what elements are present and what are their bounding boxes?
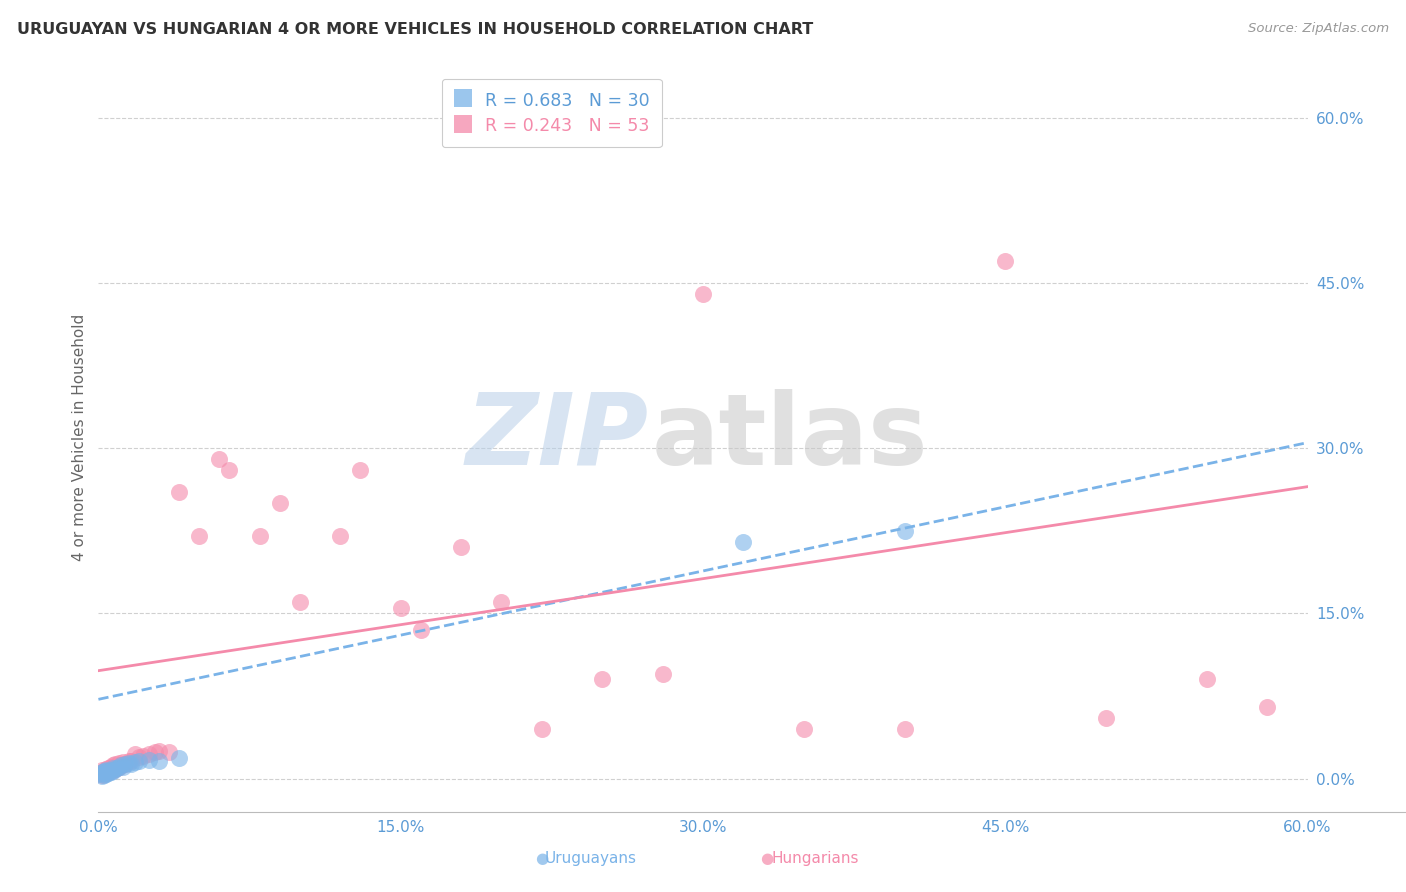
Text: ●: ● <box>534 851 548 865</box>
Text: ●: ● <box>759 851 773 865</box>
Point <box>107 759 129 773</box>
Point <box>1195 673 1218 687</box>
Point <box>101 763 124 777</box>
Point <box>329 529 352 543</box>
Text: ZIP: ZIP <box>465 389 648 485</box>
Point <box>89 766 111 780</box>
Point <box>96 767 118 781</box>
Point <box>167 750 190 764</box>
Point <box>96 762 118 776</box>
Point <box>100 765 122 780</box>
Point <box>1095 711 1118 725</box>
Text: URUGUAYAN VS HUNGARIAN 4 OR MORE VEHICLES IN HOUSEHOLD CORRELATION CHART: URUGUAYAN VS HUNGARIAN 4 OR MORE VEHICLE… <box>17 22 813 37</box>
Point <box>994 253 1017 268</box>
Point <box>93 766 115 780</box>
Point <box>96 766 118 780</box>
Point <box>118 756 141 771</box>
Point <box>96 765 118 780</box>
Point <box>530 722 553 736</box>
Point <box>120 754 142 768</box>
Point <box>733 534 755 549</box>
Point <box>93 768 115 782</box>
Point <box>93 764 115 778</box>
Point <box>132 748 155 763</box>
Point <box>450 541 472 555</box>
Point <box>288 595 311 609</box>
Point <box>110 758 132 772</box>
Point <box>97 764 120 778</box>
Point <box>110 758 132 772</box>
Point <box>114 757 136 772</box>
Text: Uruguayans: Uruguayans <box>544 851 637 865</box>
Point <box>793 722 815 736</box>
Point <box>389 600 412 615</box>
Point <box>269 496 291 510</box>
Point <box>111 755 134 769</box>
Point <box>157 745 180 759</box>
Point <box>128 749 150 764</box>
Point <box>409 623 432 637</box>
Point <box>120 757 142 772</box>
Point <box>249 529 271 543</box>
Point <box>91 763 114 777</box>
Point <box>491 595 513 609</box>
Point <box>1256 700 1278 714</box>
Point <box>107 756 129 771</box>
Point <box>218 463 240 477</box>
Point <box>103 762 125 776</box>
Point <box>105 761 128 775</box>
Y-axis label: 4 or more Vehicles in Household: 4 or more Vehicles in Household <box>72 313 87 561</box>
Point <box>124 755 146 769</box>
Point <box>97 765 120 780</box>
Point <box>100 759 122 773</box>
Point <box>591 673 613 687</box>
Point <box>91 768 114 782</box>
Point <box>107 759 129 773</box>
Point <box>128 754 150 768</box>
Point <box>893 524 915 538</box>
Point <box>188 529 211 543</box>
Point <box>105 761 128 775</box>
Legend: R = 0.683   N = 30, R = 0.243   N = 53: R = 0.683 N = 30, R = 0.243 N = 53 <box>441 78 662 147</box>
Point <box>100 764 122 778</box>
Point <box>893 722 915 736</box>
Point <box>148 744 170 758</box>
Point <box>96 763 118 777</box>
Point <box>93 767 115 781</box>
Point <box>97 761 120 775</box>
Point <box>167 485 190 500</box>
Point <box>91 765 114 780</box>
Point <box>124 747 146 762</box>
Point <box>103 757 125 772</box>
Point <box>111 759 134 773</box>
Point <box>101 758 124 772</box>
Point <box>148 754 170 768</box>
Point <box>100 763 122 777</box>
Point <box>101 761 124 775</box>
Point <box>91 769 114 783</box>
Text: Source: ZipAtlas.com: Source: ZipAtlas.com <box>1249 22 1389 36</box>
Text: Hungarians: Hungarians <box>772 851 859 865</box>
Point <box>118 754 141 768</box>
Point <box>138 747 160 762</box>
Point <box>89 767 111 781</box>
Point <box>138 753 160 767</box>
Point <box>103 762 125 776</box>
Point <box>114 757 136 772</box>
Point <box>692 286 714 301</box>
Point <box>349 463 371 477</box>
Point <box>143 745 166 759</box>
Point <box>101 764 124 778</box>
Point <box>651 667 673 681</box>
Point <box>208 452 231 467</box>
Text: atlas: atlas <box>652 389 929 485</box>
Point <box>93 764 115 778</box>
Point <box>97 766 120 780</box>
